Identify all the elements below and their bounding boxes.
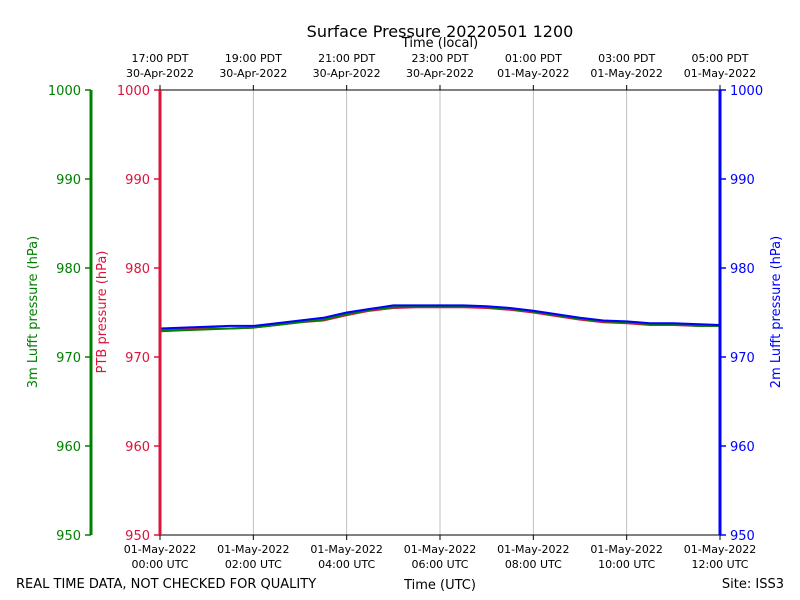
top-tick-label-time: 21:00 PDT [318, 52, 375, 65]
x-tick-label-time: 06:00 UTC [411, 558, 468, 571]
y-tick-label: 970 [56, 351, 81, 366]
top-tick-label-time: 03:00 PDT [598, 52, 655, 65]
top-tick-label-date: 30-Apr-2022 [126, 67, 194, 80]
x-tick-label-date: 01-May-2022 [404, 543, 476, 556]
y-tick-label: 970 [125, 351, 150, 366]
x-tick-label-date: 01-May-2022 [217, 543, 289, 556]
x-tick-label-time: 12:00 UTC [691, 558, 748, 571]
y-tick-label: 960 [56, 440, 81, 455]
x-tick-label-date: 01-May-2022 [310, 543, 382, 556]
y-tick-label: 1000 [117, 84, 150, 99]
top-tick-label-time: 19:00 PDT [225, 52, 282, 65]
x-tick-label-date: 01-May-2022 [684, 543, 756, 556]
y-axis-label-ptb: PTB pressure (hPa) [95, 251, 110, 374]
y-tick-label: 1000 [730, 84, 763, 99]
grid-lines [252, 90, 628, 535]
x-tick-label-time: 08:00 UTC [505, 558, 562, 571]
y-tick-label: 980 [125, 262, 150, 277]
y-tick-label: 1000 [48, 84, 81, 99]
y-tick-label: 980 [56, 262, 81, 277]
top-tick-label-date: 30-Apr-2022 [219, 67, 287, 80]
y-tick-label: 950 [730, 529, 755, 544]
footer-disclaimer: REAL TIME DATA, NOT CHECKED FOR QUALITY [16, 577, 316, 592]
x-tick-label-time: 04:00 UTC [318, 558, 375, 571]
x-tick-label-date: 01-May-2022 [497, 543, 569, 556]
top-tick-label-date: 30-Apr-2022 [406, 67, 474, 80]
footer-site: Site: ISS3 [722, 577, 784, 592]
x-tick-label-time: 00:00 UTC [131, 558, 188, 571]
x-tick-label-time: 02:00 UTC [225, 558, 282, 571]
y-tick-label: 970 [730, 351, 755, 366]
top-tick-label-date: 01-May-2022 [684, 67, 756, 80]
y-tick-label: 950 [125, 529, 150, 544]
y-tick-label: 960 [125, 440, 150, 455]
x-tick-label-time: 10:00 UTC [598, 558, 655, 571]
top-tick-label-date: 01-May-2022 [590, 67, 662, 80]
x-axis-label: Time (UTC) [403, 578, 476, 593]
y-tick-label: 990 [56, 173, 81, 188]
x-tick-label-date: 01-May-2022 [590, 543, 662, 556]
y-tick-label: 990 [125, 173, 150, 188]
y-tick-label: 950 [56, 529, 81, 544]
series-layer [159, 304, 721, 333]
y-tick-label: 960 [730, 440, 755, 455]
y-tick-label: 980 [730, 262, 755, 277]
top-axis-label: Time (local) [401, 36, 478, 51]
y-axis-label-2m-lufft: 2m Lufft pressure (hPa) [769, 236, 784, 388]
top-tick-label-date: 30-Apr-2022 [313, 67, 381, 80]
y-tick-label: 990 [730, 173, 755, 188]
top-tick-label-time: 01:00 PDT [505, 52, 562, 65]
axes: 950 960 970 980 990 1000 950 960 970 980 990 1000 95… [48, 52, 763, 571]
x-tick-label-date: 01-May-2022 [124, 543, 196, 556]
y-axis-label-3m-lufft: 3m Lufft pressure (hPa) [26, 236, 41, 388]
top-tick-label-date: 01-May-2022 [497, 67, 569, 80]
series-line-2m-lufft-pressure [159, 304, 721, 330]
chart-title: Surface Pressure 20220501 1200 [307, 22, 574, 41]
top-tick-label-time: 23:00 PDT [411, 52, 468, 65]
top-tick-label-time: 17:00 PDT [131, 52, 188, 65]
top-tick-label-time: 05:00 PDT [691, 52, 748, 65]
